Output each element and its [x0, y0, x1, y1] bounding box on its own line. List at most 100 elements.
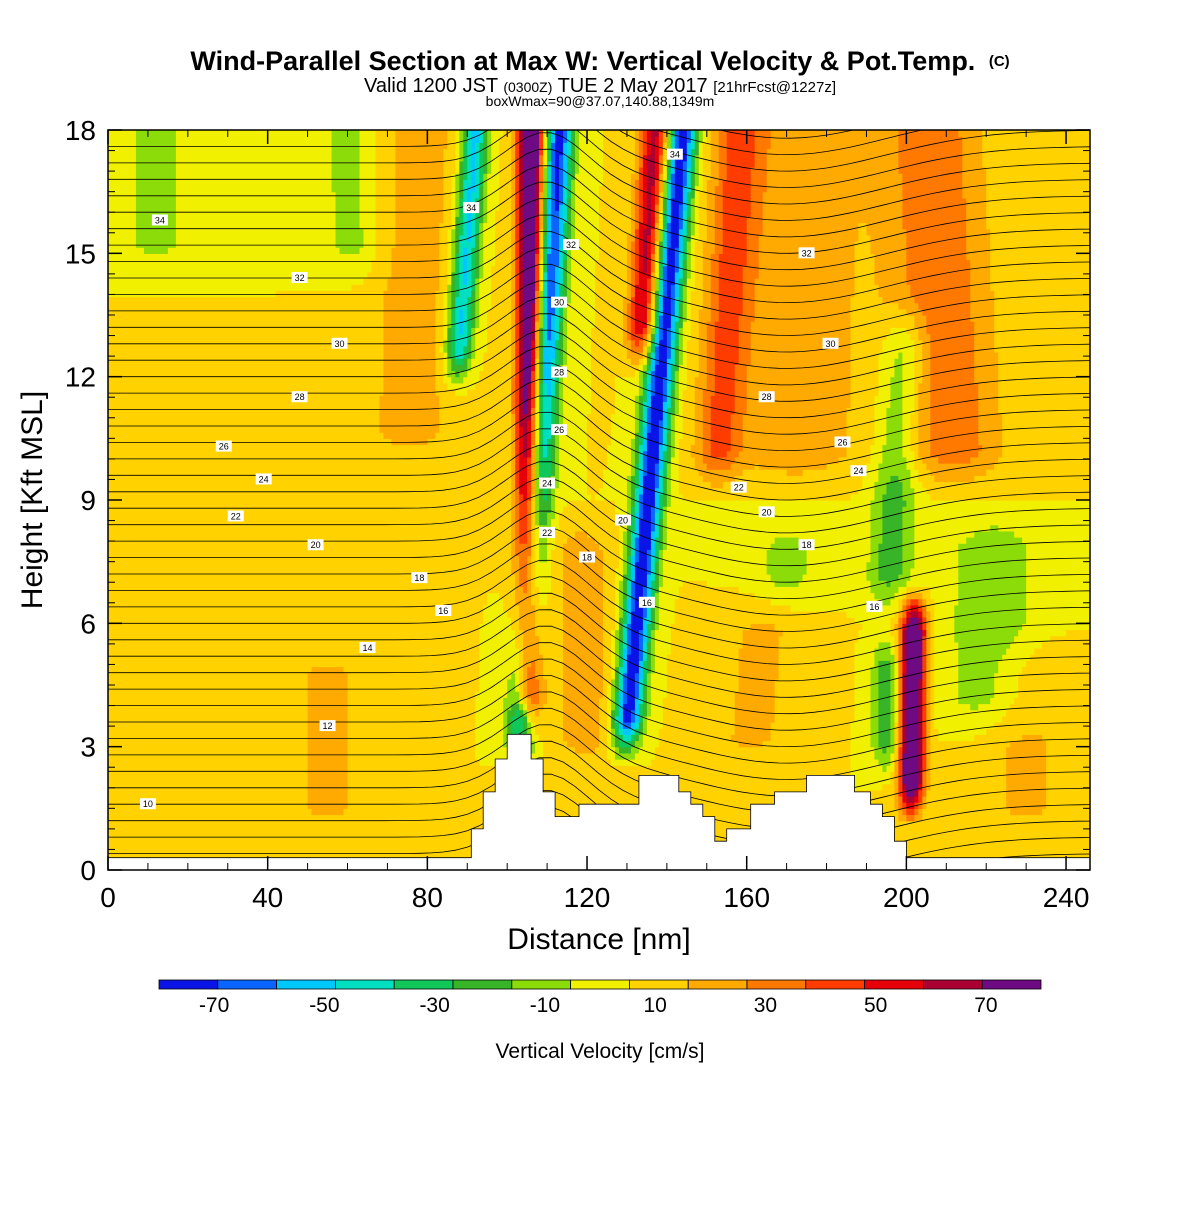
contour-label-text: 26: [554, 425, 564, 435]
chart-subtitle-box: boxWmax=90@37.07,140.88,1349m: [486, 93, 715, 109]
contour-label-bg: [539, 477, 556, 489]
colorbar-swatch: [217, 979, 278, 990]
theta-contour-label: 26: [551, 424, 568, 436]
y-axis: 0 3 6 9 12 15 18: [65, 115, 1090, 886]
contour-label-bg: [551, 296, 568, 308]
contour-label-text: 10: [143, 799, 153, 809]
theta-contour-label: 32: [563, 239, 580, 251]
theta-contour-label: 20: [614, 514, 631, 526]
theta-contour-label: 30: [822, 337, 839, 349]
chart-title-mark: (C): [989, 53, 1010, 70]
theta-contour-label: 34: [666, 148, 683, 160]
y-tick-label: 18: [65, 115, 96, 146]
theta-contour-labels: 34 32 30 28 26 24 22 20 18 16 14 12 10 34 32 30 28 26 24 22…: [139, 148, 883, 810]
contour-label-bg: [255, 473, 272, 485]
colorbar-swatch: [923, 979, 983, 990]
theta-contour-label: 22: [227, 510, 244, 522]
contour-label-text: 26: [837, 437, 847, 447]
x-axis: 0 40 80 120 160 200 240: [100, 130, 1089, 913]
contour-label-bg: [539, 526, 556, 538]
contour-label-bg: [798, 539, 815, 551]
contour-label-text: 32: [295, 273, 305, 283]
contour-label-bg: [307, 539, 324, 551]
contour-label-text: 30: [335, 339, 345, 349]
x-tick-label: 40: [252, 882, 283, 913]
contour-label-bg: [215, 440, 232, 452]
contour-label-bg: [435, 605, 452, 616]
colorbar: -70 -50 -30 -10 10 30 50 70: [158, 979, 1042, 1017]
contour-label-text: 16: [642, 598, 652, 608]
chart-subtitle-valid: Valid 1200 JST (0300Z) TUE 2 May 2017 [2…: [364, 75, 836, 97]
contour-label-text: 30: [554, 298, 564, 308]
y-tick-label: 3: [80, 732, 96, 763]
contour-label-bg: [579, 551, 596, 563]
contour-label-text: 22: [734, 483, 744, 493]
theta-contour-label: 16: [866, 600, 883, 612]
x-tick-label: 80: [412, 882, 443, 913]
contour-label-bg: [331, 337, 348, 349]
theta-contour-label: 30: [551, 296, 568, 308]
contour-label-text: 26: [219, 442, 229, 452]
contour-label-bg: [850, 465, 867, 477]
contour-label-text: 28: [295, 392, 305, 402]
colorbar-swatch: [393, 979, 454, 990]
contour-label-bg: [291, 391, 308, 403]
colorbar-swatch: [687, 979, 748, 990]
theta-contour-label: 28: [758, 391, 775, 403]
theta-contour-label: 22: [730, 481, 747, 493]
theta-contour-label: 20: [307, 539, 324, 551]
theta-contour-label: 28: [291, 391, 308, 403]
theta-contour-label: 34: [151, 214, 168, 226]
contour-label-text: 20: [762, 507, 772, 517]
contour-label-text: 32: [802, 248, 812, 258]
contour-label-text: 34: [155, 215, 165, 225]
theta-contours: [108, 130, 1090, 870]
theta-contour-label: 18: [579, 551, 596, 563]
x-tick-label: 0: [100, 882, 116, 913]
theta-contour-label: 26: [215, 440, 232, 452]
contour-label-bg: [730, 481, 747, 493]
colorbar-swatch: [511, 979, 571, 990]
theta-contour-label: 34: [463, 202, 480, 214]
theta-contour-label: 14: [359, 642, 376, 653]
contour-label-text: 34: [466, 203, 476, 213]
colorbar-tick-label: 30: [754, 994, 777, 1017]
terrain-mask: [108, 733, 1090, 870]
contour-label-bg: [551, 424, 568, 436]
colorbar-swatch: [570, 979, 630, 990]
contour-label-bg: [834, 436, 851, 448]
contour-label-text: 24: [259, 474, 269, 484]
theta-contour-label: 24: [255, 473, 272, 485]
colorbar-swatch: [629, 979, 689, 990]
theta-contour-label: 20: [758, 506, 775, 518]
x-tick-label: 200: [883, 882, 930, 913]
contour-label-bg: [563, 239, 580, 251]
colorbar-swatch: [746, 979, 807, 990]
contour-label-bg: [551, 366, 568, 378]
contour-label-bg: [151, 214, 168, 226]
colorbar-tick-label: 10: [643, 994, 666, 1017]
y-axis-label: Height [Kft MSL]: [16, 391, 49, 609]
colorbar-swatch: [334, 979, 395, 990]
theta-contour-label: 18: [411, 572, 428, 584]
theta-contour-label: 18: [798, 539, 815, 551]
contour-label-text: 20: [618, 516, 628, 526]
colorbar-tick-label: 50: [864, 994, 887, 1017]
colorbar-tick-label: 70: [974, 994, 997, 1017]
contour-label-bg: [638, 596, 655, 608]
theta-contour-label: 24: [850, 465, 867, 477]
contour-label-text: 18: [802, 540, 812, 550]
theta-contour-label: 26: [834, 436, 851, 448]
colorbar-tick-label: -50: [309, 994, 339, 1017]
contour-label-text: 16: [869, 602, 879, 612]
contour-label-bg: [463, 202, 480, 214]
colorbar-swatch: [158, 979, 219, 990]
contour-label-bg: [798, 247, 815, 259]
colorbar-swatch: [452, 979, 513, 990]
contour-label-bg: [614, 514, 631, 526]
x-tick-label: 240: [1043, 882, 1090, 913]
contour-label-bg: [139, 798, 156, 810]
contour-label-bg: [319, 720, 336, 732]
colorbar-title: Vertical Velocity [cm/s]: [496, 1040, 705, 1063]
